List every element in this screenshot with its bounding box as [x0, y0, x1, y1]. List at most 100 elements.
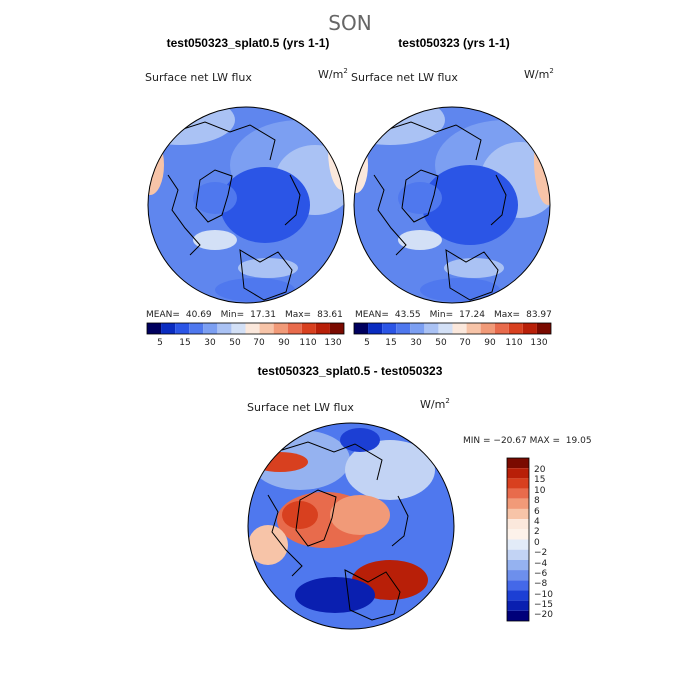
colorbar-swatch	[438, 323, 453, 334]
colorbar-swatch	[507, 580, 529, 591]
colorbar-swatch	[245, 323, 260, 334]
panel-2-cb-tick: 130	[530, 338, 547, 348]
panel-2-atlantic-pale	[354, 107, 445, 145]
panel-2-siberia-dark	[420, 278, 500, 302]
panel-2-stats: MEAN= 43.55 Min= 17.24 Max= 83.97	[355, 310, 552, 320]
colorbar-swatch	[203, 323, 218, 334]
panel-3-deep-blue-north	[340, 428, 380, 452]
panel-1-colorbar-ticks: 5 15 30 50 70 90 110 130	[157, 338, 342, 348]
colorbar-swatch	[507, 498, 529, 509]
panel-3-cb-tick: −8	[534, 579, 548, 589]
panel-2-coastline-greenland	[401, 169, 439, 223]
colorbar-swatch	[175, 323, 190, 334]
panel-2-variable: Surface net LW flux	[351, 71, 458, 84]
panel-1-greenland-dark	[193, 182, 237, 214]
panel-2: test050323 (yrs 1-1) Surface net LW flux…	[351, 36, 554, 348]
colorbar-frame	[506, 457, 530, 622]
panel-3-minmax: MIN = −20.67 MAX = 19.05	[463, 436, 592, 446]
panel-3-colorbar-ticks: 20 15 10 8 6 4 2 0 −2 −4 −6 −8 −10 −15 −…	[534, 465, 553, 620]
colorbar-swatch	[329, 323, 344, 334]
panel-2-cb-tick: 90	[484, 338, 496, 348]
panel-3-blue-pale	[345, 440, 435, 500]
panel-1-cb-tick: 130	[324, 338, 341, 348]
colorbar-swatch	[217, 323, 232, 334]
panel-3-cb-tick: 10	[534, 486, 546, 496]
colorbar-swatch	[507, 458, 529, 469]
panel-3-units-exp: 2	[445, 397, 449, 405]
colorbar-swatch	[507, 570, 529, 581]
colorbar-swatch	[507, 590, 529, 601]
colorbar-swatch	[259, 323, 274, 334]
colorbar-swatch	[522, 323, 537, 334]
panel-2-coastline-hudson	[490, 174, 507, 226]
panel-3-cb-tick: −6	[534, 569, 548, 579]
panel-1-cb-tick: 110	[299, 338, 316, 348]
panel-2-cb-tick: 5	[364, 338, 370, 348]
panel-1-cb-tick: 15	[179, 338, 190, 348]
colorbar-swatch	[507, 478, 529, 489]
panel-3-cb-tick: −15	[534, 600, 553, 610]
panel-3-cb-tick: 8	[534, 496, 540, 506]
panel-1-stats: MEAN= 40.69 Min= 17.31 Max= 83.61	[146, 310, 343, 320]
colorbar-swatch	[354, 323, 369, 334]
colorbar-frame	[146, 322, 345, 335]
colorbar-swatch	[161, 323, 176, 334]
panel-3-map	[248, 423, 454, 629]
panel-3-coastline-greenland	[295, 489, 337, 547]
colorbar-swatch	[424, 323, 439, 334]
panel-3-pale-lower	[248, 525, 288, 565]
panel-2-cb-tick: 15	[385, 338, 396, 348]
panel-1-map	[148, 107, 344, 303]
colorbar-swatch	[315, 323, 330, 334]
panel-3-coastline-europe	[267, 494, 303, 577]
panel-3-title: test050323_splat0.5 - test050323	[258, 364, 443, 378]
panel-3-cb-tick: −10	[534, 590, 553, 600]
panel-3-colorbar	[506, 457, 530, 622]
colorbar-frame	[353, 322, 552, 335]
colorbar-swatch	[382, 323, 397, 334]
panel-3-cb-tick: 4	[534, 517, 540, 527]
colorbar-swatch	[507, 559, 529, 571]
panel-3-map-border	[247, 422, 455, 630]
panel-1-variable: Surface net LW flux	[145, 71, 252, 84]
panel-1-coastline-siberia	[239, 249, 293, 301]
panel-1-greenland-pale	[193, 230, 237, 250]
colorbar-swatch	[273, 323, 288, 334]
panel-3: test050323_splat0.5 - test050323 Surface…	[247, 364, 592, 630]
colorbar-swatch	[301, 323, 316, 334]
colorbar-swatch	[396, 323, 411, 334]
colorbar-swatch	[189, 323, 204, 334]
panel-3-deep-blue-south	[295, 577, 375, 613]
colorbar-swatch	[507, 488, 529, 499]
colorbar-swatch	[410, 323, 425, 334]
colorbar-swatch	[147, 323, 162, 334]
panel-2-coastline-siberia	[445, 249, 499, 301]
panel-2-map-border	[353, 106, 551, 304]
panel-3-cb-tick: 2	[534, 527, 540, 537]
panel-3-variable: Surface net LW flux	[247, 401, 354, 414]
panel-3-cb-tick: 6	[534, 507, 540, 517]
colorbar-swatch	[452, 323, 467, 334]
panel-2-map	[354, 107, 550, 303]
panel-1-coastline-hudson	[284, 174, 301, 226]
panel-3-cb-tick: 15	[534, 475, 545, 485]
panel-1-units-exp: 2	[343, 67, 347, 75]
panel-2-colorbar	[353, 322, 552, 335]
panel-1-units: W/m2	[318, 67, 348, 81]
panel-3-cb-tick: −20	[534, 610, 553, 620]
panel-1-colorbar	[146, 322, 345, 335]
panel-1-arctic-dark	[220, 167, 310, 243]
colorbar-swatch	[507, 600, 529, 611]
panel-3-warm-greenland	[282, 501, 318, 529]
panel-2-title: test050323 (yrs 1-1)	[398, 36, 509, 50]
panel-2-east-edge-warm	[534, 115, 550, 205]
colorbar-swatch	[507, 539, 529, 550]
panel-2-colorbar-ticks: 5 15 30 50 70 90 110 130	[364, 338, 548, 348]
colorbar-swatch	[507, 549, 529, 560]
colorbar-swatch	[507, 468, 529, 479]
panel-3-cb-tick: 20	[534, 465, 546, 475]
panel-1-cb-tick: 50	[229, 338, 241, 348]
panel-3-coastline-america	[281, 441, 383, 481]
panel-1-coastline-america	[179, 121, 276, 161]
